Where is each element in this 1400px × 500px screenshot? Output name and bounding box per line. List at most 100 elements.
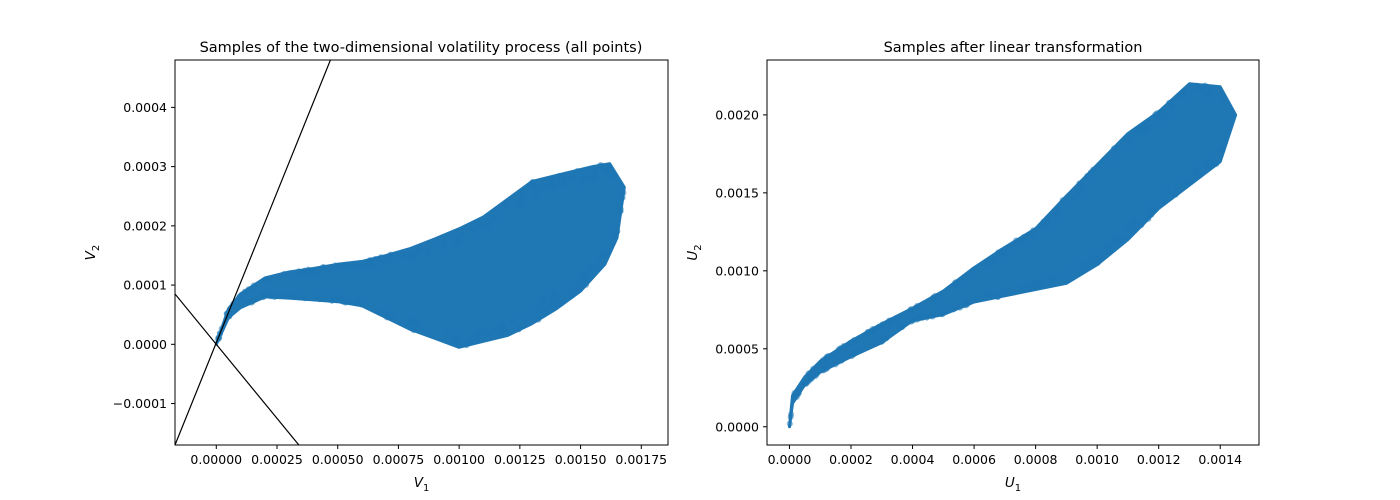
right-sample-point	[1220, 94, 1227, 101]
left-sample-point	[453, 236, 460, 243]
left-sample-point	[544, 185, 551, 192]
right-x-tick-label: 0.0004	[891, 452, 935, 467]
right-sample-point	[1148, 211, 1155, 218]
left-sample-point	[402, 252, 409, 260]
right-sample-point	[909, 317, 916, 324]
left-sample-point	[515, 326, 522, 333]
right-sample-point	[886, 318, 893, 326]
left-sample-point	[550, 301, 558, 308]
right-sample-point	[895, 314, 902, 321]
left-sample-point	[595, 258, 602, 265]
right-sample-point	[1114, 144, 1121, 151]
right-sample-point	[929, 313, 936, 320]
left-sample-point	[407, 319, 414, 327]
left-sample-point	[367, 258, 374, 265]
right-sample-point	[930, 294, 937, 301]
right-sample-point	[938, 311, 945, 318]
left-sample-point	[302, 269, 309, 276]
left-sample-point	[408, 253, 415, 260]
right-sample-point	[1157, 108, 1165, 115]
left-sample-point	[342, 262, 350, 269]
right-sample-point	[1009, 287, 1016, 294]
right-sample-point	[1204, 162, 1211, 169]
left-sample-point	[409, 317, 416, 324]
left-sample-point	[558, 174, 565, 181]
right-sample-point	[1053, 211, 1061, 218]
right-x-tick-label: 0.0008	[1014, 452, 1058, 467]
left-sample-point	[415, 245, 422, 252]
left-sample-point	[517, 197, 524, 204]
left-sample-point	[516, 202, 523, 209]
right-sample-point	[1052, 207, 1059, 215]
left-sample-point	[377, 260, 384, 267]
right-sample-point	[1115, 238, 1122, 245]
left-sample-point	[260, 293, 267, 300]
right-sample-point	[1147, 207, 1154, 214]
right-sample-point	[1145, 215, 1152, 222]
right-sample-point	[1111, 236, 1118, 243]
right-sample-point	[1039, 279, 1046, 286]
right-sample-point	[1208, 87, 1215, 94]
left-sample-point	[328, 297, 336, 304]
left-sample-point	[611, 232, 618, 239]
right-sample-point	[1017, 238, 1025, 245]
left-sample-point	[241, 288, 249, 295]
left-sample-point	[547, 182, 554, 189]
left-sample-point	[480, 223, 487, 230]
left-sample-point	[366, 258, 373, 265]
left-sample-point	[261, 277, 269, 284]
right-sample-point	[805, 370, 812, 377]
right-sample-point	[1140, 124, 1147, 132]
right-sample-point	[1017, 285, 1025, 292]
right-sample-point	[824, 353, 831, 361]
left-sample-point	[497, 323, 504, 330]
left-sample-point	[238, 291, 245, 298]
right-sample-point	[1084, 172, 1091, 180]
left-sample-point	[315, 267, 323, 274]
right-sample-point	[1162, 113, 1169, 120]
right-sample-point	[851, 350, 858, 357]
left-sample-point	[414, 246, 421, 253]
right-sample-point	[1078, 261, 1085, 268]
left-sample-point	[527, 181, 534, 188]
left-sample-point	[308, 268, 316, 275]
right-plot-area	[786, 82, 1238, 429]
left-sample-point	[318, 294, 325, 301]
left-sample-point	[392, 251, 399, 259]
left-sample-point	[406, 320, 413, 327]
left-sample-point	[416, 323, 423, 330]
left-sample-point	[368, 260, 375, 267]
left-sample-point	[532, 307, 540, 314]
right-sample-point	[917, 314, 924, 321]
left-sample-point	[577, 276, 585, 283]
left-sample-point	[559, 180, 566, 188]
right-sample-point	[930, 294, 937, 301]
right-sample-point	[1201, 82, 1209, 89]
left-sample-point	[613, 229, 620, 236]
right-x-tick-label: 0.0014	[1198, 452, 1242, 467]
left-sample-point	[565, 286, 572, 293]
right-sample-point	[1180, 88, 1188, 95]
right-sample-point	[838, 357, 845, 364]
left-sample-point	[503, 326, 510, 334]
left-sample-point	[598, 162, 605, 169]
right-sample-point	[970, 267, 977, 274]
right-sample-point	[995, 249, 1002, 256]
right-scatter-panel: Samples after linear transformation 0.00…	[685, 40, 1260, 494]
left-sample-point	[532, 193, 539, 200]
right-sample-point	[1001, 250, 1008, 257]
right-sample-point	[1059, 197, 1066, 204]
right-sample-point	[1090, 166, 1097, 173]
right-sample-point	[914, 315, 921, 322]
right-sample-point	[888, 317, 896, 324]
right-sample-point	[1155, 118, 1162, 125]
left-sample-point	[340, 262, 347, 269]
right-sample-point	[963, 301, 971, 308]
left-sample-point	[595, 265, 602, 272]
left-sample-point	[602, 167, 609, 174]
right-sample-point	[886, 317, 893, 324]
left-sample-point	[556, 172, 563, 179]
right-sample-point	[1000, 289, 1007, 296]
right-sample-point	[802, 380, 809, 387]
